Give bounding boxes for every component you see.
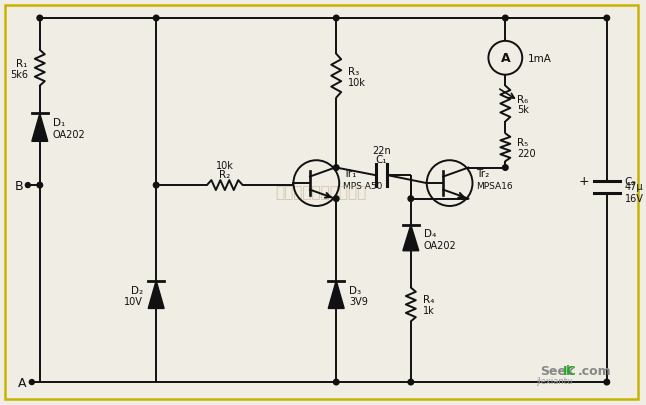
Text: R₃: R₃: [348, 66, 359, 77]
Text: IC: IC: [563, 364, 577, 377]
Text: Tr₂: Tr₂: [477, 169, 490, 179]
Circle shape: [604, 16, 610, 22]
Text: 220: 220: [517, 149, 536, 159]
Circle shape: [153, 183, 159, 188]
Text: 10k: 10k: [216, 161, 234, 171]
Text: R₄: R₄: [422, 295, 434, 305]
Circle shape: [37, 16, 43, 22]
Text: jlexiantu: jlexiantu: [536, 375, 572, 385]
Polygon shape: [32, 114, 48, 142]
Text: 47μ
16V: 47μ 16V: [625, 182, 643, 203]
Text: 1k: 1k: [422, 306, 435, 315]
Circle shape: [29, 379, 34, 385]
Text: Seek: Seek: [540, 364, 574, 377]
Text: 杭州格霾科技有限公司: 杭州格霾科技有限公司: [276, 185, 367, 200]
Text: C₁: C₁: [376, 155, 388, 165]
Text: R₆: R₆: [517, 94, 528, 104]
Text: A: A: [18, 375, 27, 388]
Circle shape: [153, 16, 159, 22]
Text: D₄: D₄: [424, 228, 436, 238]
Circle shape: [408, 379, 413, 385]
Text: A: A: [501, 52, 510, 65]
Text: OA202: OA202: [424, 240, 457, 250]
Text: D₃: D₃: [349, 285, 361, 295]
Circle shape: [333, 196, 339, 202]
Text: Tr₁: Tr₁: [343, 169, 357, 179]
Circle shape: [408, 196, 413, 202]
Circle shape: [333, 16, 339, 22]
Text: R₅: R₅: [517, 138, 528, 148]
Text: MPSA16: MPSA16: [477, 181, 513, 190]
Text: 10V: 10V: [125, 297, 143, 307]
Circle shape: [604, 379, 610, 385]
Circle shape: [37, 183, 43, 188]
Circle shape: [503, 16, 508, 22]
Text: OA202: OA202: [53, 130, 85, 140]
Polygon shape: [148, 281, 164, 309]
Circle shape: [333, 165, 339, 171]
Circle shape: [25, 183, 30, 188]
Text: 1mA: 1mA: [528, 53, 552, 64]
Text: R₂: R₂: [219, 170, 231, 180]
Polygon shape: [328, 281, 344, 309]
Text: 5k6: 5k6: [10, 70, 28, 79]
Circle shape: [333, 379, 339, 385]
Text: 22n: 22n: [372, 146, 391, 156]
Text: D₁: D₁: [53, 118, 65, 128]
Text: +: +: [578, 174, 589, 187]
Text: D₂: D₂: [131, 285, 143, 295]
Text: C₂: C₂: [625, 177, 636, 187]
Text: 3V9: 3V9: [349, 297, 368, 307]
Polygon shape: [403, 225, 419, 251]
Text: 10k: 10k: [348, 77, 366, 87]
Text: MPS A50: MPS A50: [343, 181, 382, 190]
Text: R₁: R₁: [17, 59, 28, 68]
Text: B: B: [16, 179, 24, 192]
Circle shape: [503, 165, 508, 171]
Text: 5k: 5k: [517, 105, 529, 115]
Text: .com: .com: [578, 364, 612, 377]
